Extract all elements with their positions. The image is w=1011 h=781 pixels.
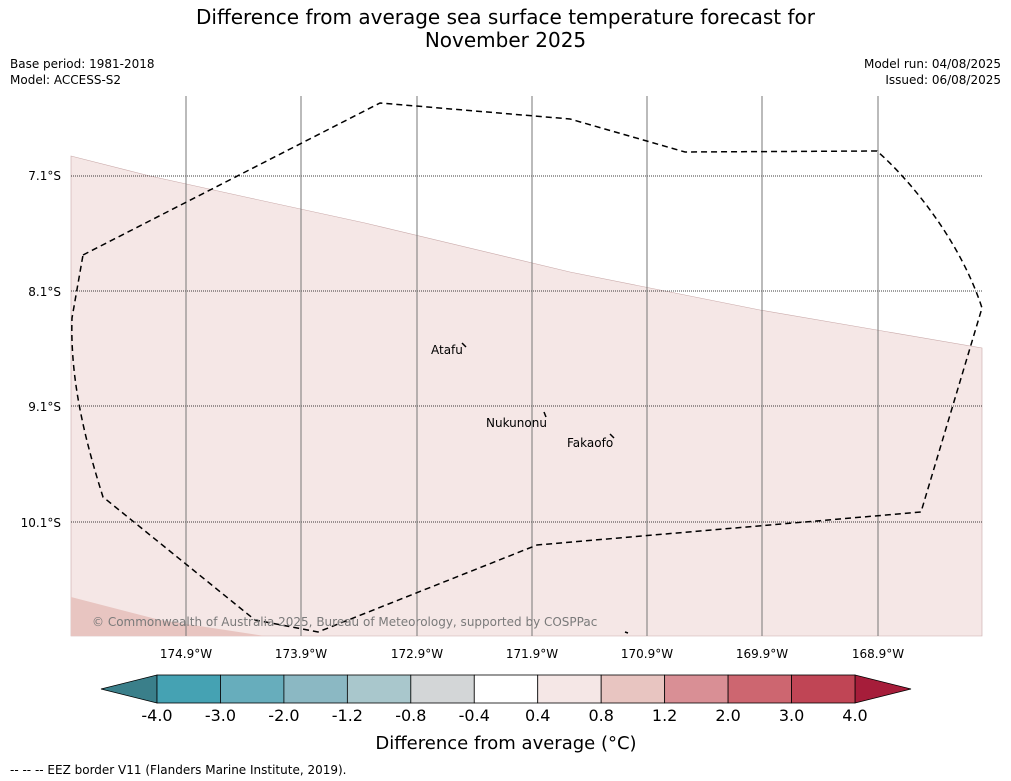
- lon-label: 169.9°W: [736, 647, 788, 661]
- colorbar-tick-label: 3.0: [779, 706, 804, 725]
- colorbar-tick-label: 2.0: [715, 706, 740, 725]
- colorbar-tick-label: -0.8: [395, 706, 426, 725]
- lon-label: 172.9°W: [391, 647, 443, 661]
- islet-icon: [624, 631, 629, 634]
- issued-date: Issued: 06/08/2025: [885, 73, 1001, 87]
- colorbar-segment: [473, 674, 539, 704]
- lat-label: 10.1°S: [21, 516, 61, 530]
- colorbar-tick-label: 4.0: [842, 706, 867, 725]
- atolls: [461, 342, 629, 634]
- nukunonu-atoll-icon: [543, 411, 547, 418]
- lon-label: 171.9°W: [506, 647, 558, 661]
- colorbar-segment: [664, 674, 729, 704]
- colorbar-segment: [537, 674, 602, 704]
- colorbar-tick-label: -2.0: [268, 706, 299, 725]
- colorbar-segment: [727, 674, 792, 704]
- colorbar-over-arrow: [854, 674, 912, 704]
- lon-label: 168.9°W: [852, 647, 904, 661]
- colorbar-segment: [220, 674, 285, 704]
- colorbar-segment: [791, 674, 856, 704]
- atafu-atoll-icon: [461, 342, 467, 348]
- colorbar-label: Difference from average (°C): [375, 733, 636, 754]
- fakaofo-atoll-icon: [609, 433, 615, 439]
- map-title: Difference from average sea surface temp…: [0, 6, 1011, 52]
- colorbar-segment: [156, 674, 221, 704]
- latitude-labels: 7.1°S 8.1°S 9.1°S 10.1°S: [21, 169, 61, 530]
- meta-right: Model run: 04/08/2025 Issued: 06/08/2025: [864, 56, 1001, 88]
- copyright-notice: © Commonwealth of Australia 2025, Bureau…: [92, 615, 597, 629]
- colorbar-tick-label: -3.0: [205, 706, 236, 725]
- lat-label: 7.1°S: [28, 169, 61, 183]
- model-name: Model: ACCESS-S2: [10, 73, 122, 87]
- colorbar-tick-label: 1.2: [652, 706, 677, 725]
- lon-label: 170.9°W: [621, 647, 673, 661]
- place-label-atafu: Atafu: [431, 343, 463, 357]
- model-run: Model run: 04/08/2025: [863, 57, 1001, 71]
- lon-label: 174.9°W: [160, 647, 212, 661]
- anomaly-band-0p8-1p2: [71, 597, 265, 636]
- colorbar-under-arrow: [100, 674, 158, 704]
- lat-label: 8.1°S: [28, 285, 61, 299]
- title-line-1: Difference from average sea surface temp…: [195, 5, 815, 29]
- colorbar-segment: [410, 674, 475, 704]
- base-period: Base period: 1981-2018: [10, 57, 155, 71]
- colorbar-tick-label: -4.0: [141, 706, 172, 725]
- map-area: Atafu Nukunonu Fakaofo © Commonwealth of…: [70, 96, 983, 637]
- colorbar-segment: [283, 674, 348, 704]
- colorbar-tick-label: -1.2: [332, 706, 363, 725]
- colorbar: -4.0 -3.0 -2.0 -1.2 -0.8 -0.4 0.4 0.8 1.2 2.0 3.0 4…: [100, 674, 912, 725]
- place-label-nukunonu: Nukunonu: [486, 416, 547, 430]
- longitude-gridlines: [185, 96, 879, 636]
- colorbar-tick-label: -0.4: [459, 706, 490, 725]
- colorbar-tick-label: 0.4: [525, 706, 550, 725]
- colorbar-tick-label: 0.8: [588, 706, 613, 725]
- colorbar-segment: [346, 674, 412, 704]
- meta-left: Base period: 1981-2018 Model: ACCESS-S2: [10, 56, 155, 88]
- colorbar-segment: [600, 674, 666, 704]
- title-line-2: November 2025: [424, 28, 587, 52]
- lon-label: 173.9°W: [275, 647, 327, 661]
- place-label-fakaofo: Fakaofo: [567, 436, 613, 450]
- longitude-labels: 174.9°W 173.9°W 172.9°W 171.9°W 170.9°W …: [160, 647, 904, 661]
- lat-label: 9.1°S: [28, 400, 61, 414]
- eez-legend-note: -- -- -- EEZ border V11 (Flanders Marine…: [10, 763, 347, 777]
